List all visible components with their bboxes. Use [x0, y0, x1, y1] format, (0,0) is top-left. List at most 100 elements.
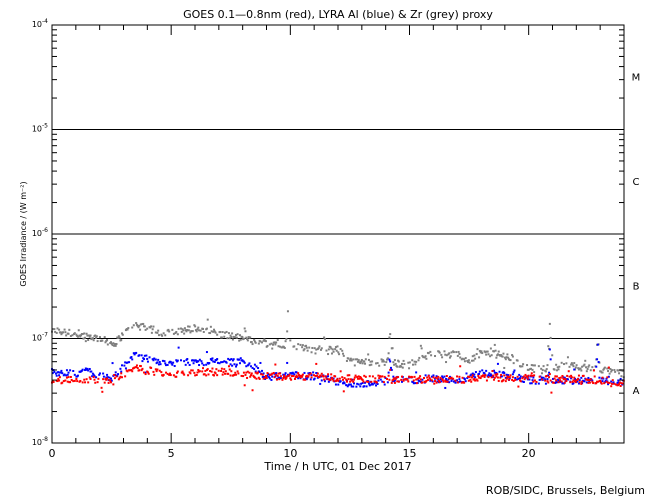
data-point: [557, 381, 560, 384]
data-point: [424, 381, 427, 384]
data-point: [493, 350, 496, 353]
data-point: [572, 382, 575, 385]
data-point: [343, 377, 346, 380]
data-point: [241, 359, 244, 362]
data-point: [458, 375, 461, 378]
data-point: [115, 343, 118, 346]
data-point: [531, 379, 534, 382]
data-point: [334, 348, 337, 351]
data-point: [511, 355, 514, 358]
data-point: [617, 369, 620, 372]
data-point: [187, 374, 190, 377]
data-point: [530, 382, 533, 385]
data-point: [268, 373, 271, 376]
data-point: [478, 372, 481, 375]
data-point: [581, 380, 584, 383]
data-point: [272, 371, 275, 374]
data-point: [255, 377, 258, 380]
data-point: [473, 354, 476, 357]
data-point: [466, 377, 469, 380]
flare-class-label: C: [633, 177, 640, 188]
data-point: [318, 345, 321, 348]
data-point: [464, 380, 467, 383]
data-point: [493, 369, 496, 372]
data-point: [345, 379, 348, 382]
data-point: [224, 331, 227, 334]
data-point: [205, 351, 208, 354]
data-point: [305, 346, 308, 349]
data-point: [619, 377, 622, 380]
data-point: [158, 361, 161, 364]
data-point: [544, 370, 547, 373]
data-point: [461, 357, 464, 360]
data-point: [467, 375, 470, 378]
data-point: [285, 337, 288, 340]
data-point: [461, 376, 464, 379]
data-point: [169, 374, 172, 377]
data-point: [524, 376, 527, 379]
data-point: [360, 360, 363, 363]
data-point: [493, 378, 496, 381]
data-point: [469, 378, 472, 381]
data-point: [479, 377, 482, 380]
data-point: [489, 347, 492, 350]
data-point: [243, 361, 246, 364]
data-point: [523, 378, 526, 381]
data-point: [209, 358, 212, 361]
data-point: [85, 332, 88, 335]
data-point: [157, 363, 160, 366]
data-point: [165, 364, 168, 367]
data-point: [391, 347, 394, 350]
data-point: [334, 383, 337, 386]
data-point: [140, 369, 143, 372]
data-point: [110, 379, 113, 382]
data-point: [293, 345, 296, 348]
data-point: [130, 356, 133, 359]
data-point: [603, 366, 606, 369]
data-point: [342, 352, 345, 355]
data-point: [254, 341, 257, 344]
data-point: [456, 354, 459, 357]
data-point: [365, 385, 368, 388]
data-point: [135, 351, 138, 354]
data-point: [146, 327, 149, 330]
data-point: [387, 371, 390, 374]
data-point: [229, 334, 232, 337]
data-point: [560, 380, 563, 383]
data-point: [310, 374, 313, 377]
axis-ticks: 10-8 10-7 10-6 10-5 10-4 0 5 10 15 20 A B C M: [32, 18, 640, 460]
data-point: [227, 357, 230, 360]
data-point: [373, 382, 376, 385]
data-point: [84, 336, 87, 339]
data-point: [309, 378, 312, 381]
data-point: [475, 353, 478, 356]
data-point: [533, 364, 536, 367]
data-point: [386, 381, 389, 384]
data-point: [92, 376, 95, 379]
data-point: [577, 382, 580, 385]
data-point: [213, 330, 216, 333]
data-point: [379, 375, 382, 378]
data-point: [138, 369, 141, 372]
data-point: [440, 380, 443, 383]
data-point: [448, 356, 451, 359]
y-tick-label: 10-8: [32, 436, 48, 447]
data-point: [356, 376, 359, 379]
data-point: [610, 370, 613, 373]
data-point: [285, 376, 288, 379]
data-point: [493, 343, 496, 346]
data-point: [610, 380, 613, 383]
data-point: [83, 332, 86, 335]
data-point: [119, 375, 122, 378]
data-point: [216, 333, 219, 336]
data-point: [349, 357, 352, 360]
data-point: [233, 363, 236, 366]
data-point: [175, 375, 178, 378]
data-point: [286, 330, 289, 333]
data-point: [521, 365, 524, 368]
data-point: [312, 374, 315, 377]
data-point: [507, 356, 510, 359]
data-point: [364, 358, 367, 361]
data-point: [415, 378, 418, 381]
data-point: [106, 376, 109, 379]
